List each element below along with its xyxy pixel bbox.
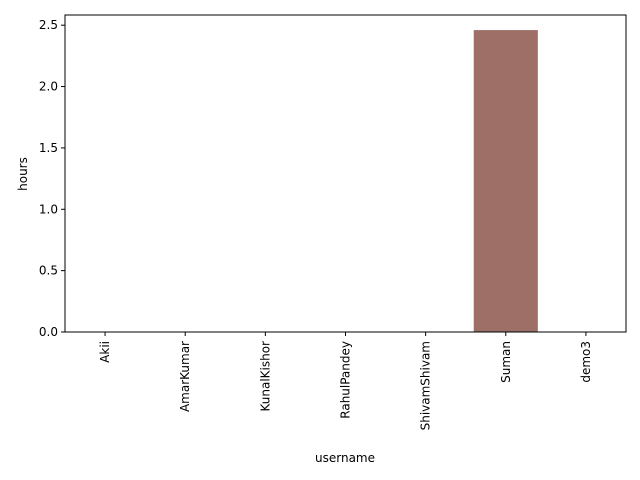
y-tick-label: 0.5: [39, 264, 58, 278]
x-axis-label: username: [315, 451, 375, 465]
x-tick-label: Akii: [98, 341, 112, 363]
bar: [473, 30, 538, 332]
y-axis-label: hours: [16, 157, 30, 191]
plot-area: 0.0 0.5 1.0 1.5 2.0 2.5 Akii AmarKumar KunalKish…: [39, 14, 627, 430]
y-tick-label: 2.0: [39, 80, 58, 94]
axes-frame: [64, 14, 627, 333]
x-tick-label: Suman: [499, 341, 513, 383]
x-tick-label: ShivamShivam: [419, 341, 433, 430]
y-tick-label: 2.5: [39, 18, 58, 32]
y-tick-label: 1.5: [39, 141, 58, 155]
x-tick-label: demo3: [579, 341, 593, 383]
y-tick-label: 1.0: [39, 202, 58, 216]
x-tick-label: RahulPandey: [339, 341, 353, 419]
x-tick-label: AmarKumar: [178, 341, 192, 412]
y-tick-label: 0.0: [39, 325, 58, 339]
x-tick-label: KunalKishor: [258, 341, 272, 412]
